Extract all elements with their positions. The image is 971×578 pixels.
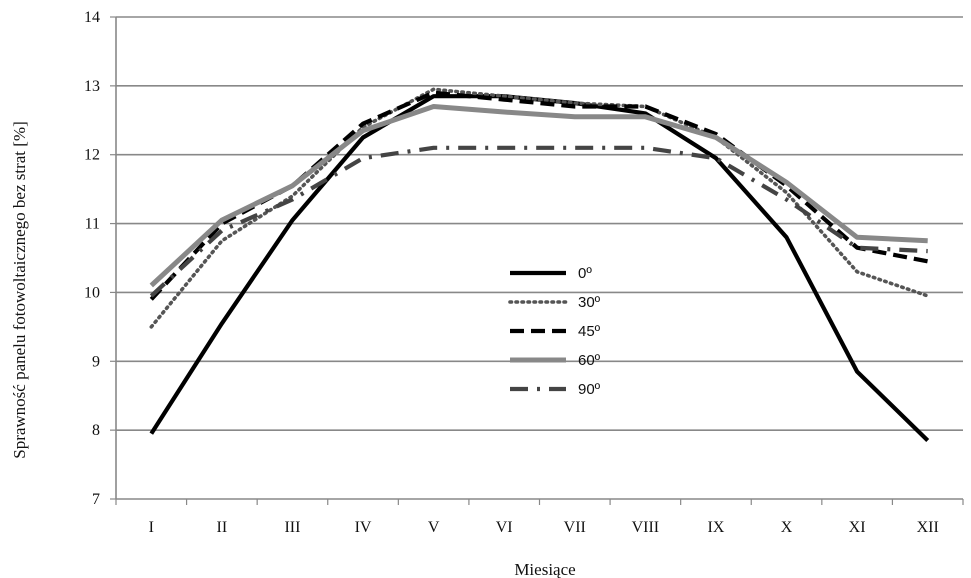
x-tick-label: III (284, 519, 300, 536)
x-tick-label: I (149, 519, 154, 536)
legend-label: 90º (578, 381, 601, 398)
y-tick-label: 12 (84, 147, 100, 164)
x-tick-label: V (428, 519, 440, 536)
x-tick-label: IV (355, 519, 372, 536)
x-tick-label: XI (849, 519, 866, 536)
series-line-60deg (149, 104, 928, 288)
x-tick-label: X (781, 519, 793, 536)
legend-label: 0º (578, 265, 592, 282)
y-tick-label: 14 (84, 9, 100, 26)
legend-label: 30º (578, 294, 601, 311)
legend-label: 45º (578, 323, 601, 340)
legend: 0º 30º 45º 60º 90º (508, 265, 601, 398)
y-tick-label: 13 (84, 78, 100, 95)
y-tick-label: 8 (92, 422, 100, 439)
series-layer (149, 87, 930, 443)
x-tick-label: VIII (632, 519, 660, 536)
y-tick-label: 9 (92, 353, 100, 370)
x-tick-label: II (217, 519, 228, 536)
y-tick-label: 7 (92, 491, 100, 508)
grid-layer (116, 16, 963, 431)
x-tick-label: VII (564, 519, 586, 536)
y-axis-title: Sprawność panelu fotowoltaicznego bez st… (10, 121, 29, 459)
y-tick-label: 10 (84, 284, 100, 301)
x-tick-label: IX (708, 519, 725, 536)
x-tick-label: VI (496, 519, 513, 536)
y-tick-label: 11 (85, 216, 100, 233)
x-tick-label: XII (917, 519, 939, 536)
series-line-90deg (149, 145, 928, 298)
legend-label: 60º (578, 352, 601, 369)
x-axis-title: Miesiące (514, 560, 575, 578)
